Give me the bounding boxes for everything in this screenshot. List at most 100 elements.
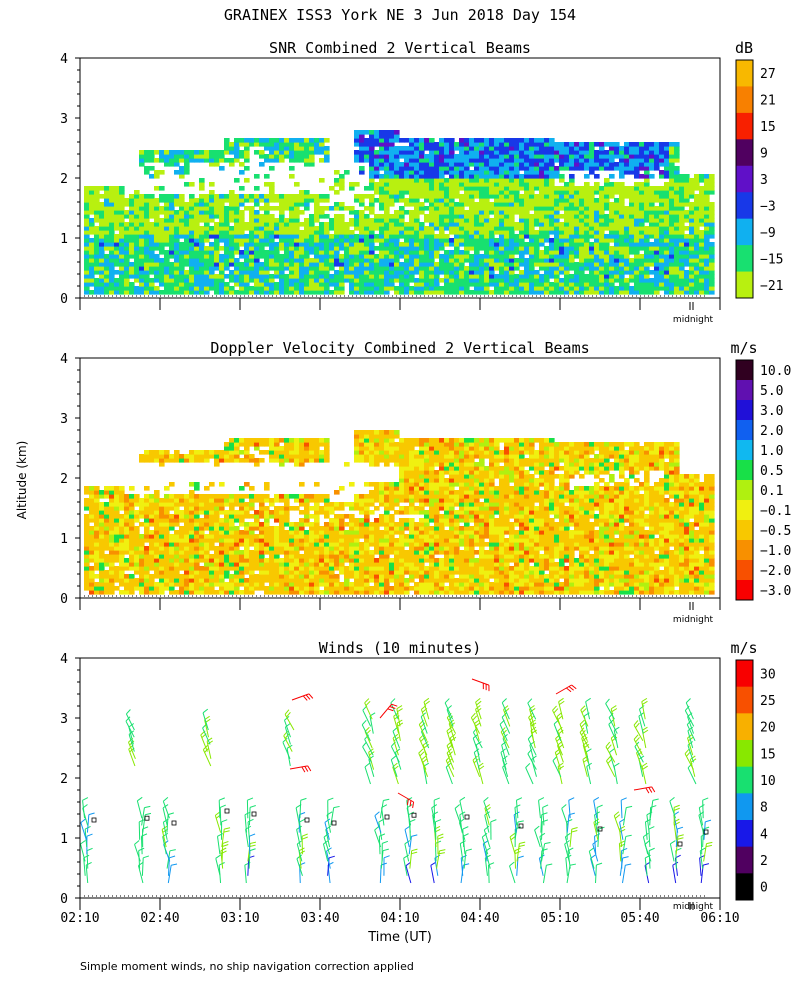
heat-cell <box>179 574 185 579</box>
heat-cell <box>119 250 125 255</box>
heat-cell <box>269 262 275 267</box>
heat-cell <box>414 222 420 227</box>
heat-cell <box>534 274 540 279</box>
heat-cell <box>439 234 445 239</box>
heat-cell <box>119 270 125 275</box>
heat-cell <box>589 290 595 295</box>
heat-cell <box>574 222 580 227</box>
heat-cell <box>244 522 250 527</box>
heat-cell <box>119 506 125 511</box>
heat-cell <box>559 286 565 291</box>
heat-cell <box>484 234 490 239</box>
heat-cell <box>329 274 335 279</box>
heat-cell <box>84 254 90 259</box>
heat-cell <box>89 226 95 231</box>
heat-cell <box>244 458 250 463</box>
heat-cell <box>664 242 670 247</box>
heat-cell <box>629 166 635 171</box>
heat-cell <box>144 258 150 263</box>
heat-cell <box>159 570 165 575</box>
heat-cell <box>594 142 600 147</box>
heat-cell <box>614 146 620 151</box>
heat-cell <box>204 562 210 567</box>
heat-cell <box>114 242 120 247</box>
heat-cell <box>534 262 540 267</box>
heat-cell <box>154 546 160 551</box>
heat-cell <box>124 198 130 203</box>
heat-cell <box>184 574 190 579</box>
heat-cell <box>534 222 540 227</box>
heat-cell <box>144 554 150 559</box>
heat-cell <box>509 250 515 255</box>
heat-cell <box>224 250 230 255</box>
heat-cell <box>149 290 155 295</box>
heat-cell <box>109 518 115 523</box>
heat-cell <box>254 138 260 143</box>
heat-cell <box>244 510 250 515</box>
heat-cell <box>544 246 550 251</box>
heat-cell <box>669 142 675 147</box>
heat-cell <box>109 206 115 211</box>
heat-cell <box>669 226 675 231</box>
heat-cell <box>469 282 475 287</box>
heat-cell <box>104 190 110 195</box>
heat-cell <box>104 282 110 287</box>
heat-cell <box>609 266 615 271</box>
heat-cell <box>149 514 155 519</box>
heat-cell <box>234 514 240 519</box>
heat-cell <box>169 214 175 219</box>
heat-cell <box>169 554 175 559</box>
heat-cell <box>389 238 395 243</box>
heat-cell <box>89 206 95 211</box>
heat-cell <box>84 526 90 531</box>
heat-cell <box>369 258 375 263</box>
heat-cell <box>194 506 200 511</box>
heat-cell <box>119 278 125 283</box>
heat-cell <box>289 254 295 259</box>
heat-cell <box>579 282 585 287</box>
heat-cell <box>659 282 665 287</box>
heat-cell <box>584 142 590 147</box>
heat-cell <box>159 194 165 199</box>
heat-cell <box>144 578 150 583</box>
heat-cell <box>94 490 100 495</box>
heat-cell <box>394 162 400 167</box>
heat-cell <box>524 190 530 195</box>
heat-cell <box>599 154 605 159</box>
heat-cell <box>584 262 590 267</box>
heat-cell <box>84 282 90 287</box>
heat-cell <box>624 258 630 263</box>
heat-cell <box>249 554 255 559</box>
heat-cell <box>129 242 135 247</box>
heat-cell <box>284 250 290 255</box>
heat-cell <box>704 286 710 291</box>
heat-cell <box>214 194 220 199</box>
heat-cell <box>219 282 225 287</box>
heat-cell <box>304 290 310 295</box>
heat-cell <box>339 214 345 219</box>
heat-cell <box>449 198 455 203</box>
heat-cell <box>154 150 160 155</box>
heat-cell <box>164 546 170 551</box>
heat-cell <box>209 542 215 547</box>
heat-cell <box>414 238 420 243</box>
heat-cell <box>194 514 200 519</box>
heat-cell <box>614 202 620 207</box>
heat-cell <box>404 286 410 291</box>
heat-cell <box>499 274 505 279</box>
heat-cell <box>314 282 320 287</box>
heat-cell <box>564 286 570 291</box>
heat-cell <box>594 278 600 283</box>
heat-cell <box>524 262 530 267</box>
heat-cell <box>334 246 340 251</box>
heat-cell <box>509 258 515 263</box>
heat-cell <box>194 266 200 271</box>
heat-cell <box>419 234 425 239</box>
heat-cell <box>174 262 180 267</box>
heat-cell <box>224 590 230 595</box>
heat-cell <box>594 274 600 279</box>
heat-cell <box>169 514 175 519</box>
heat-cell <box>609 254 615 259</box>
heat-cell <box>529 246 535 251</box>
heat-cell <box>254 238 260 243</box>
